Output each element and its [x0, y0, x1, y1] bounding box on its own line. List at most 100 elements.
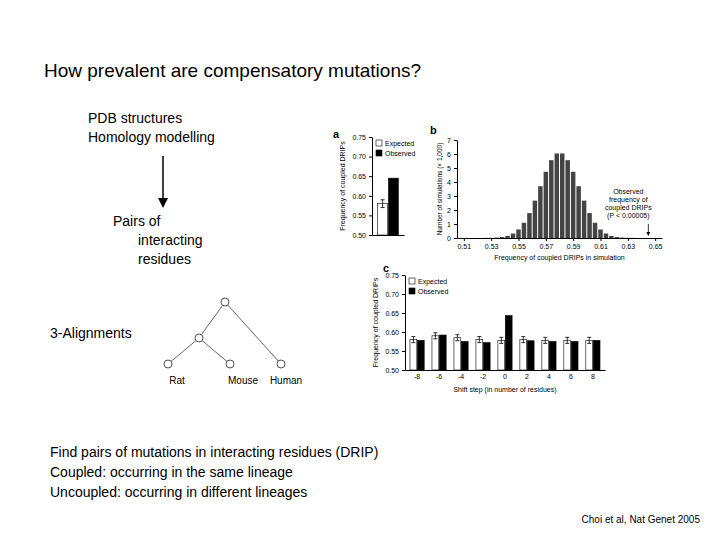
- pipeline-result: interacting: [138, 232, 203, 248]
- tick: 4: [547, 373, 551, 380]
- tick-label: 6: [569, 373, 573, 380]
- tick-label: 2: [525, 373, 529, 380]
- tick-mark: [655, 238, 656, 241]
- tree-node: [195, 334, 203, 342]
- tick: 0.70: [352, 153, 372, 160]
- bar: [586, 340, 593, 370]
- tick-label: 0.65: [385, 310, 399, 317]
- bar: [454, 338, 461, 370]
- tick: 6: [447, 151, 457, 158]
- histogram-bar: [582, 201, 586, 238]
- error-bar: [411, 337, 415, 343]
- error-cap: [521, 336, 525, 337]
- error-cap: [587, 343, 591, 344]
- tick-mark: [519, 238, 520, 241]
- tick-mark: [402, 275, 405, 276]
- error-cap: [543, 337, 547, 338]
- chart-panel: 012345670.510.530.550.570.590.610.630.65…: [430, 124, 663, 262]
- bar: [527, 341, 534, 370]
- error-line: [589, 337, 590, 343]
- tick: 0.60: [385, 329, 405, 336]
- tree-label: 3-Alignments: [50, 325, 132, 341]
- pipeline-result: residues: [138, 251, 191, 267]
- tick-label: 0.65: [352, 173, 366, 180]
- y-axis: 0.500.550.600.650.700.75: [352, 134, 372, 239]
- histogram-bar: [527, 213, 531, 238]
- tick-mark: [369, 215, 372, 216]
- tree-node: [226, 360, 234, 368]
- bar: [564, 340, 571, 370]
- annotation-text: Observed: [613, 188, 643, 195]
- error-line: [435, 333, 436, 339]
- tick-mark: [402, 351, 405, 352]
- error-bar: [455, 335, 459, 341]
- tick: 0.70: [385, 291, 405, 298]
- error-bar: [521, 337, 525, 343]
- error-cap: [521, 342, 525, 343]
- error-line: [413, 337, 414, 343]
- leaf-label: Human: [270, 375, 302, 386]
- tick: 0.53: [485, 238, 499, 250]
- pipeline-source: Homology modelling: [88, 129, 215, 145]
- tick-label: 0.65: [649, 243, 663, 250]
- error-cap: [499, 343, 503, 344]
- error-line: [545, 337, 546, 343]
- tick: 0.55: [352, 212, 372, 219]
- histogram-bar: [587, 213, 591, 238]
- tree-edge: [168, 338, 199, 364]
- histogram-bar: [615, 237, 619, 238]
- tick-label: 3: [447, 193, 451, 200]
- error-cap: [433, 332, 437, 333]
- x-axis: -8-6-4-202468: [406, 371, 606, 380]
- tick-mark: [402, 313, 405, 314]
- tick-mark: [454, 154, 457, 155]
- histogram-bar: [631, 237, 635, 238]
- bar: [542, 340, 549, 370]
- y-axis-title: Frequency of coupled DRIPs: [339, 141, 347, 231]
- error-cap: [455, 334, 459, 335]
- error-line: [457, 335, 458, 341]
- axis-line: [457, 141, 458, 239]
- annotation-text: (P < 0.00005): [607, 212, 650, 220]
- error-cap: [499, 337, 503, 338]
- error-line: [567, 337, 568, 343]
- error-line: [382, 200, 383, 208]
- annotation-arrow: [646, 224, 650, 236]
- error-cap: [455, 340, 459, 341]
- x-axis-title: Shift step (in number of residues): [453, 386, 556, 394]
- error-cap: [433, 338, 437, 339]
- tick: 3: [447, 193, 457, 200]
- axis-line: [406, 370, 606, 371]
- histogram-bar: [483, 237, 487, 238]
- histogram-bar: [544, 172, 548, 238]
- slide: How prevalent are compensatory mutations…: [0, 0, 720, 540]
- tick: 0.55: [512, 238, 526, 250]
- tick-label: 0: [447, 235, 451, 242]
- histogram-bar: [565, 160, 569, 238]
- histogram-bar: [598, 229, 602, 238]
- phylo-tree: [164, 298, 285, 368]
- tick-mark: [628, 238, 629, 241]
- tick-mark: [454, 224, 457, 225]
- error-bar: [587, 337, 591, 343]
- tick-mark: [454, 238, 457, 239]
- tree-edge: [199, 302, 225, 338]
- note: Find pairs of mutations in interacting r…: [50, 444, 378, 460]
- tick: 5: [447, 165, 457, 172]
- error-cap: [477, 336, 481, 337]
- error-cap: [411, 342, 415, 343]
- legend-swatch: [409, 288, 415, 294]
- tick-mark: [402, 370, 405, 371]
- histogram-bar: [494, 237, 498, 238]
- y-axis-title: Number of simulations (× 1,000): [436, 143, 444, 236]
- axis-line: [405, 276, 406, 371]
- tree-node: [277, 360, 285, 368]
- tick: 0.75: [352, 134, 372, 141]
- tick: 0.55: [385, 348, 405, 355]
- histogram-bar: [571, 172, 575, 238]
- tick-label: 0.70: [352, 153, 366, 160]
- error-line: [501, 337, 502, 343]
- histogram-bar: [533, 201, 537, 238]
- chart-panel: 0.500.550.600.650.700.75-8-6-4-202468Shi…: [372, 262, 606, 394]
- tick-label: 0.57: [540, 243, 554, 250]
